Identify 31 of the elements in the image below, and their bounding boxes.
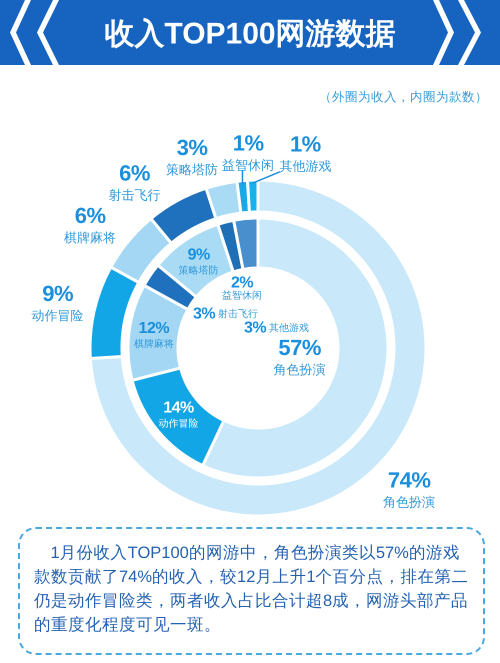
- text: 1月份收入TOP100的网游中，角色扮演类以57%的游戏款数贡献了74%的收入，较12月上升1个百分点，排在第二仍是动作冒险类，两者收入占比合计超8成，网游头部产品的重度化程度可见一斑。: [18, 527, 485, 655]
- slice-label: 棋牌麻将: [64, 230, 116, 246]
- data-label: 2%: [230, 274, 254, 292]
- data-label: 6%: [119, 160, 150, 186]
- chart-title: 收入TOP100网游数据: [104, 18, 396, 50]
- data-label: 6%: [74, 203, 106, 228]
- slice-label: 射击飞行: [108, 188, 161, 203]
- slice-label: 角色扮演: [383, 494, 436, 510]
- data-label: 74%: [388, 468, 430, 493]
- chart-subtitle: （外圈为收入，内圈为款数）: [319, 90, 488, 104]
- slice-label: 策略塔防: [166, 162, 218, 178]
- category-label: 动作冒险: [158, 418, 198, 430]
- slice-label: 射击飞行: [218, 308, 258, 320]
- data-label: 1%: [290, 131, 321, 156]
- data-label: 9%: [42, 280, 73, 306]
- category-label: 策略塔防: [178, 266, 219, 277]
- slice-label: 益智休闲: [222, 157, 274, 172]
- data-label: 9%: [188, 246, 210, 264]
- slice-label: 其他游戏: [279, 158, 332, 174]
- category-label: 益智休闲: [222, 290, 262, 302]
- data-label: 57%: [278, 334, 321, 360]
- category-label: 其他游戏: [269, 322, 310, 334]
- data-label: 3%: [192, 306, 216, 323]
- data-label: 3%: [244, 320, 266, 337]
- data-label: 3%: [176, 135, 208, 160]
- slice-label: 动作冒险: [32, 308, 84, 323]
- data-label: 14%: [163, 399, 194, 416]
- slice-label: 角色扮演: [274, 362, 326, 377]
- category-label: 棋牌麻将: [134, 339, 174, 350]
- data-label: 12%: [138, 320, 170, 338]
- data-label: 1%: [232, 130, 264, 156]
